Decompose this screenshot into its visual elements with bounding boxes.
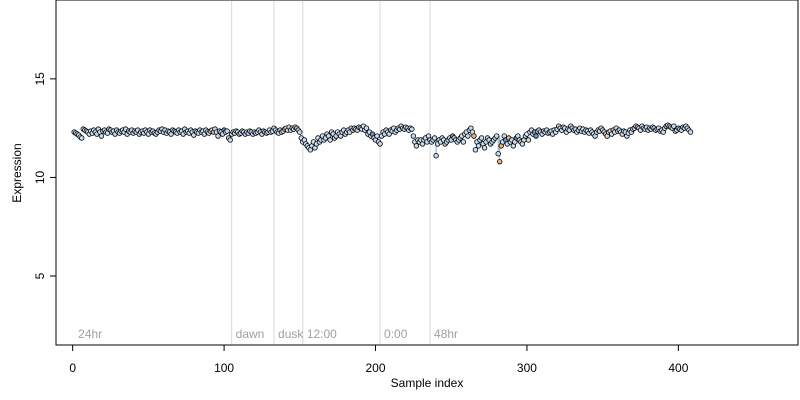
x-tick-label: 300 xyxy=(517,361,537,375)
x-tick-label: 400 xyxy=(668,361,688,375)
y-tick-label: 5 xyxy=(33,272,47,279)
x-tick-label: 100 xyxy=(214,361,234,375)
region-label: dawn xyxy=(236,327,265,341)
data-point xyxy=(363,125,370,131)
data-point xyxy=(471,133,477,139)
y-axis: 5 10 15 xyxy=(33,72,57,279)
data-point xyxy=(465,133,471,139)
data-point xyxy=(374,133,380,139)
y-tick-label: 15 xyxy=(33,72,47,86)
x-tick-label: 0 xyxy=(69,361,76,375)
data-point xyxy=(495,151,501,157)
data-point xyxy=(533,133,539,139)
data-point xyxy=(409,126,415,132)
data-point xyxy=(475,143,482,149)
data-point xyxy=(493,133,500,139)
data-point xyxy=(79,135,85,141)
data-point xyxy=(671,123,677,129)
region-labels: 24hr dawn dusk 12:00 0:00 48hr xyxy=(78,327,458,341)
x-axis-label: Sample index xyxy=(391,376,464,390)
data-point xyxy=(687,129,694,135)
region-label: dusk xyxy=(278,327,304,341)
region-label: 24hr xyxy=(78,327,102,341)
data-point xyxy=(98,133,105,139)
data-point xyxy=(433,153,439,159)
region-guides xyxy=(231,1,431,344)
data-point xyxy=(431,135,438,141)
data-point xyxy=(227,137,233,143)
x-tick-label: 200 xyxy=(365,361,385,375)
data-point xyxy=(327,137,333,143)
x-axis: 0 100 200 300 400 xyxy=(69,344,689,375)
data-point xyxy=(377,141,383,147)
data-point xyxy=(215,133,221,139)
data-point xyxy=(525,137,532,143)
region-label: 0:00 xyxy=(384,327,408,341)
y-axis-label: Expression xyxy=(10,143,24,202)
data-point xyxy=(410,133,417,139)
plot-frame xyxy=(55,0,799,346)
data-point xyxy=(460,139,467,145)
region-label: 12:00 xyxy=(307,327,337,341)
data-point xyxy=(478,135,485,141)
data-point xyxy=(496,158,503,165)
data-point xyxy=(297,129,303,135)
data-point xyxy=(413,143,420,149)
y-tick-label: 10 xyxy=(33,170,47,184)
data-point xyxy=(224,128,230,134)
data-point xyxy=(472,147,479,153)
data-point xyxy=(481,145,488,151)
region-label: 48hr xyxy=(434,327,458,341)
data-points xyxy=(71,122,694,165)
